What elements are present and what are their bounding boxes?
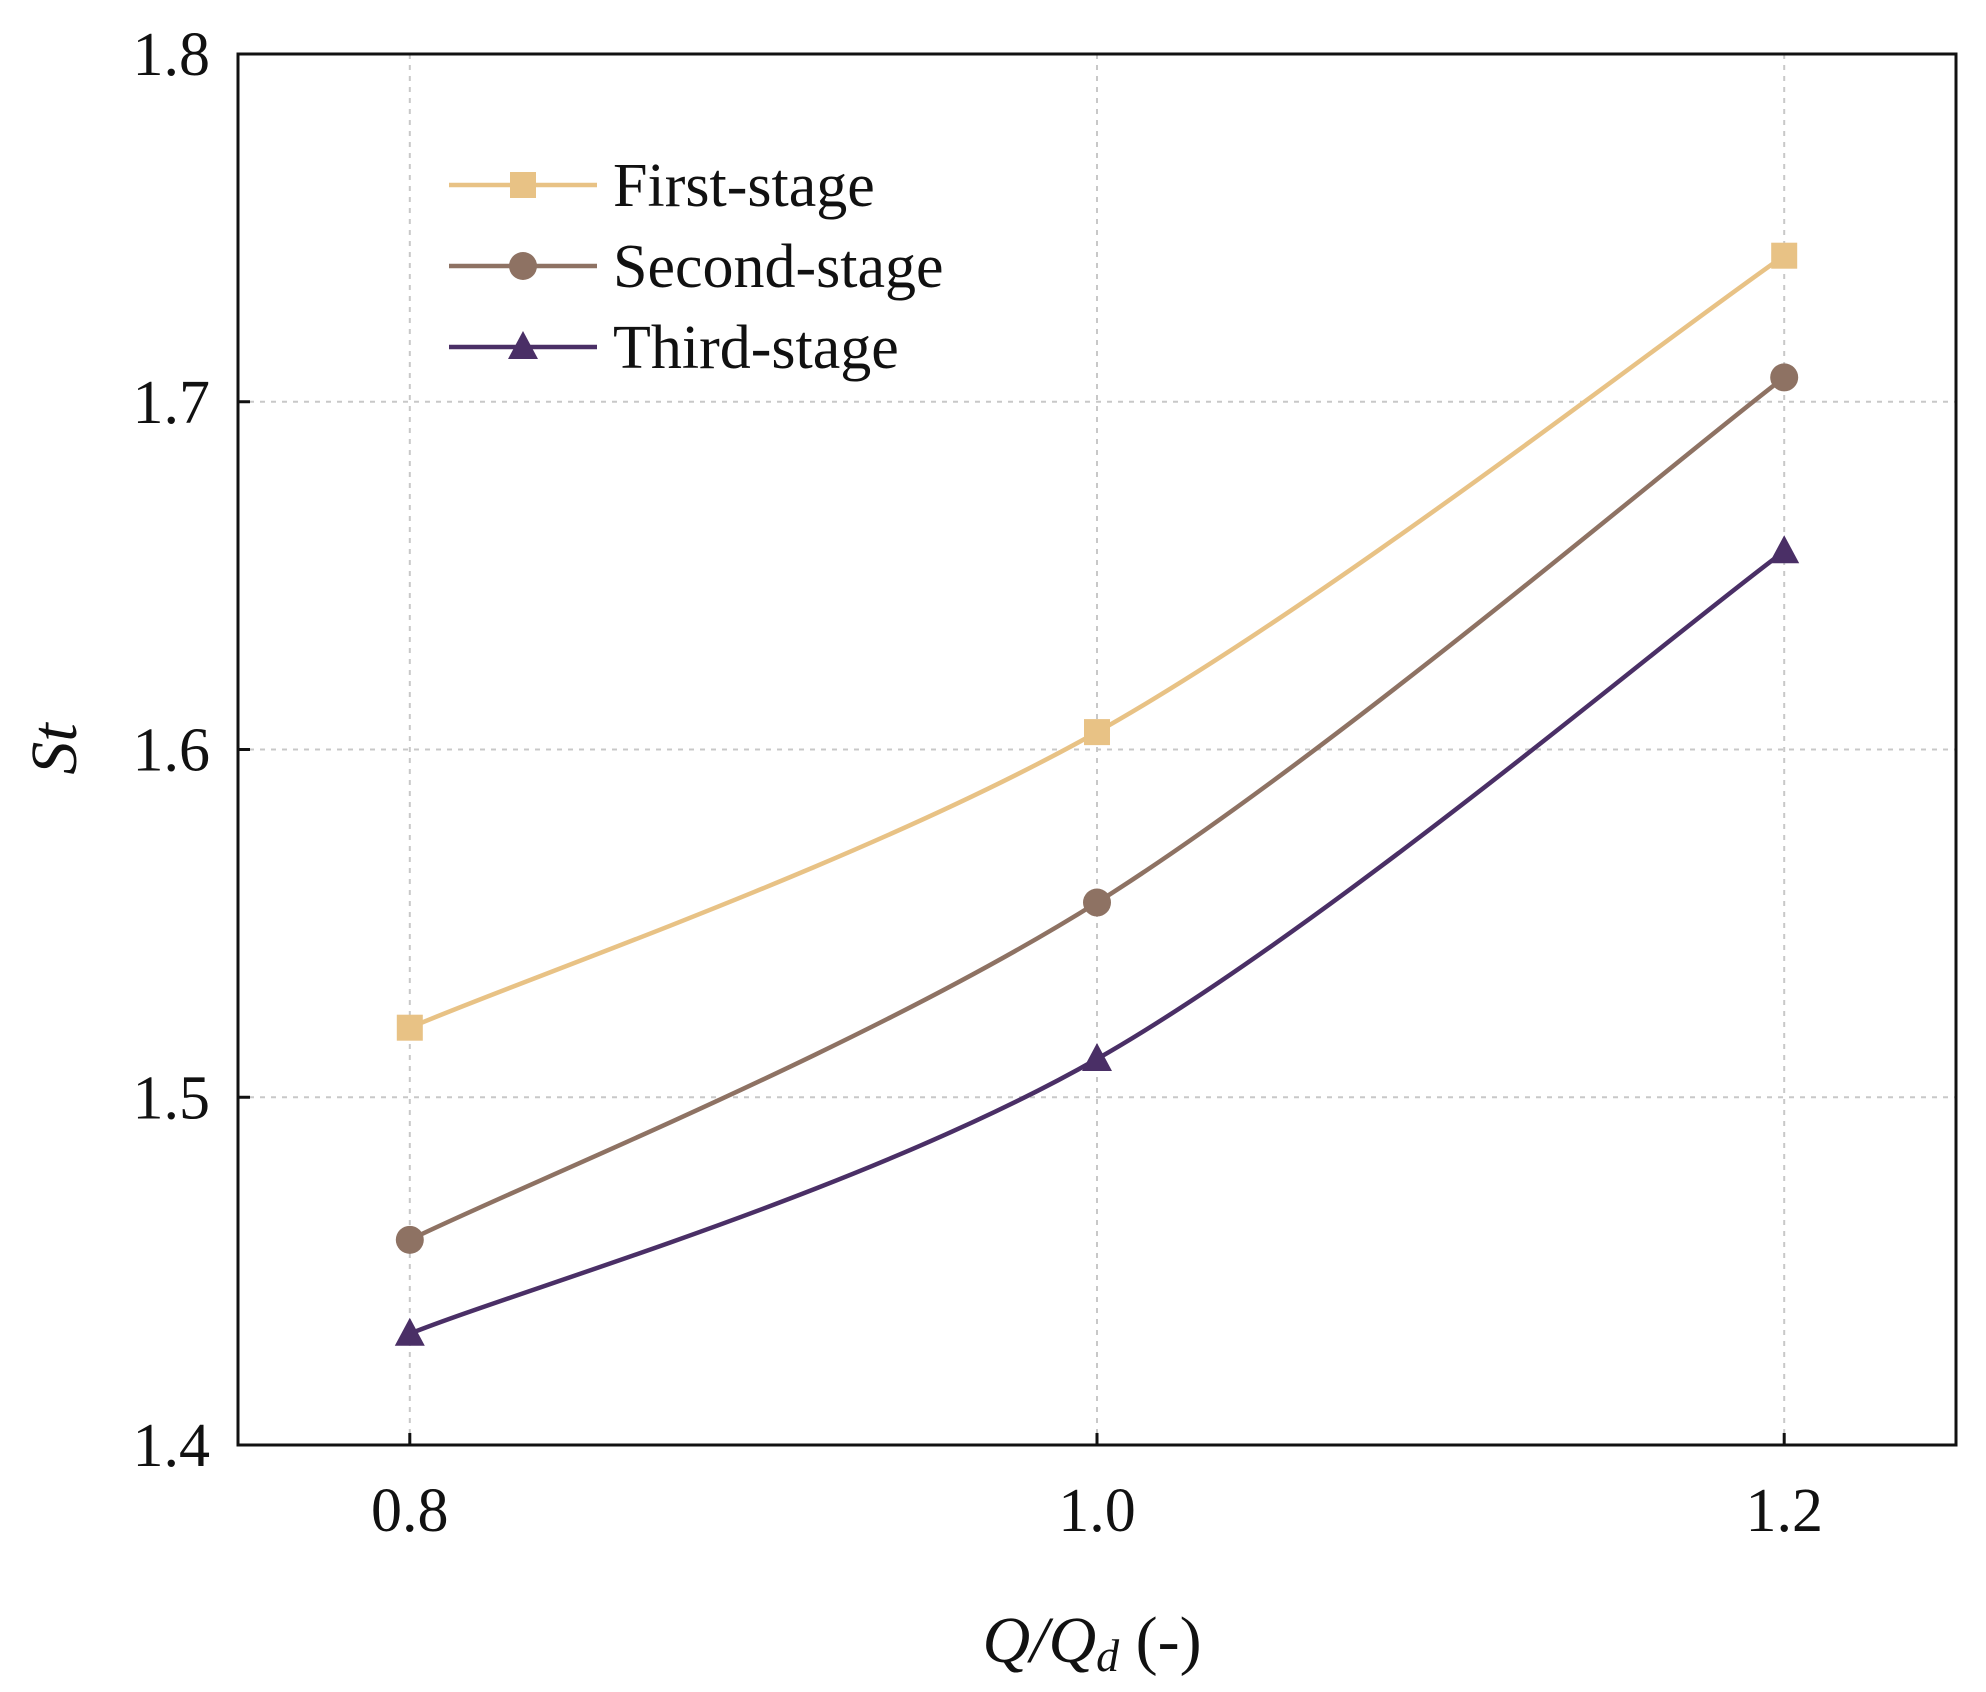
data-point-square (1771, 242, 1798, 269)
x-tick-label: 1.2 (1745, 1477, 1823, 1545)
legend-marker-triangle (508, 331, 538, 359)
series-second-stage (395, 363, 1799, 1254)
y-tick-label: 1.7 (133, 369, 211, 437)
y-axis-title: St (18, 722, 91, 775)
legend-label: First-stage (613, 152, 875, 220)
legend-label: Second-stage (613, 233, 944, 301)
tick-label-layer: 1.4 1.5 1.6 1.7 1.8 0.8 1.0 1.2 (133, 21, 1823, 1545)
data-point-circle (1770, 363, 1799, 392)
data-point-square (396, 1014, 423, 1041)
x-axis-title-unit: (-) (1119, 1604, 1201, 1677)
grid-layer (238, 54, 1956, 1445)
legend-item-first-stage: First-stage (449, 152, 875, 220)
series-layer (394, 242, 1800, 1346)
data-point-square (1084, 719, 1110, 746)
series-third-stage (394, 535, 1800, 1346)
y-tick-label: 1.5 (133, 1064, 211, 1132)
data-point-triangle (1769, 535, 1800, 564)
x-axis-title: Q/Qd (-) (982, 1604, 1201, 1681)
x-tick-label: 0.8 (371, 1477, 449, 1545)
legend-item-second-stage: Second-stage (449, 233, 944, 301)
x-axis-title-subscript: d (1096, 1630, 1120, 1681)
legend-item-third-stage: Third-stage (449, 314, 899, 382)
y-tick-label: 1.8 (133, 21, 211, 89)
data-point-triangle (1082, 1042, 1112, 1071)
axis-title-layer: Q/Qd (-) St (18, 722, 1202, 1682)
y-tick-label: 1.4 (133, 1412, 211, 1480)
x-axis-title-main: Q/Q (982, 1604, 1096, 1677)
x-tick-label: 1.0 (1058, 1477, 1136, 1545)
legend: First-stage Second-stage Third-stage (449, 152, 944, 382)
data-point-triangle (394, 1317, 425, 1346)
axes-layer (236, 52, 1958, 1447)
y-tick-label: 1.6 (133, 717, 211, 785)
data-point-circle (1083, 888, 1111, 917)
legend-marker-circle (509, 252, 537, 280)
legend-marker-square (510, 172, 536, 198)
series-first-stage (396, 242, 1798, 1041)
legend-label: Third-stage (613, 314, 899, 382)
data-point-circle (395, 1225, 424, 1254)
